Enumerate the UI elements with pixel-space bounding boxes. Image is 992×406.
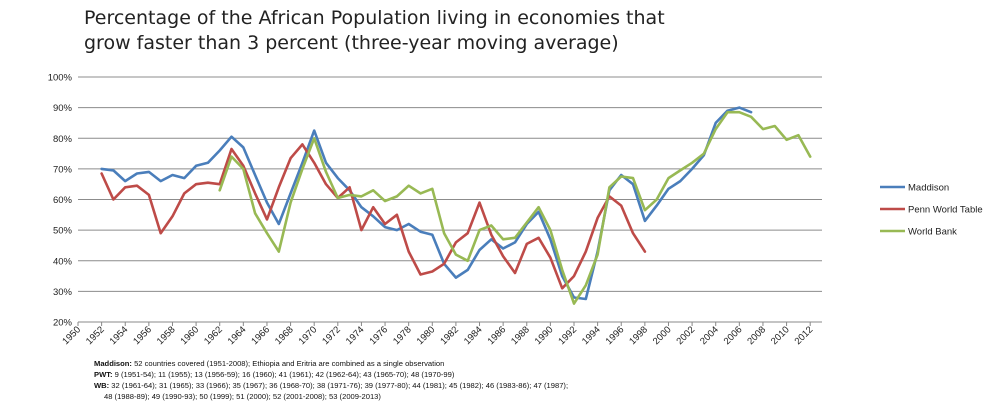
x-tick-label: 1992 [556,324,579,347]
series-line-world-bank [218,110,812,305]
x-tick-label: 1996 [604,324,627,347]
series-line-maddison [100,106,753,301]
y-tick-label: 50% [53,226,73,237]
series-lines [100,106,812,305]
x-tick-label: 1956 [131,324,154,347]
note-maddison: Maddison: 52 countries covered (1951-200… [94,359,445,368]
x-tick-label: 1972 [320,324,343,347]
chart-title-line-2: grow faster than 3 percent (three-year m… [84,32,619,54]
x-tick-label: 2002 [674,324,697,347]
y-tick-label: 100% [48,73,73,84]
note-wb: WB: 32 (1961-64); 31 (1965); 33 (1966); … [94,381,569,390]
y-tick-label: 80% [53,134,73,145]
x-tick-label: 1976 [367,324,390,347]
x-tick-label: 2008 [745,324,768,347]
x-tick-label: 1954 [108,324,131,347]
chart-title-line-1: Percentage of the African Population liv… [84,7,665,29]
x-tick-label: 1986 [486,324,509,347]
gridlines [78,76,822,323]
source-notes: Maddison: 52 countries covered (1951-200… [94,358,568,402]
x-tick-label: 2000 [651,324,674,347]
x-tick-label: 1964 [226,324,249,347]
x-tick-label: 1998 [627,324,650,347]
x-tick-label: 1968 [273,324,296,347]
x-tick-label: 1966 [249,324,272,347]
x-tick-label: 1990 [533,324,556,347]
x-tick-label: 1960 [178,324,201,347]
x-tick-label: 1952 [84,324,107,347]
x-tick-label: 1994 [580,324,603,347]
x-tick-label: 1962 [202,324,225,347]
x-axis: 1950 1952 1954 1956 1958 1960 1962 1964 1966 1968… [60,321,822,347]
y-axis: 20% 30% 40% 50% 60% 70% 80% 90% 100% [48,73,73,329]
x-tick-label: 1970 [297,324,320,347]
series-line-penn-world-table [100,143,647,290]
legend: Maddison Penn World Table World Bank [880,183,983,238]
x-tick-label: 1980 [415,324,438,347]
note-wb-cont: 48 (1988-89); 49 (1990-93); 50 (1999); 5… [104,392,381,401]
x-tick-label: 2012 [793,324,816,347]
x-tick-label: 1978 [391,324,414,347]
y-tick-label: 70% [53,164,73,175]
x-tick-label: 2006 [722,324,745,347]
legend-label: World Bank [908,227,957,238]
x-tick-label: 2010 [769,324,792,347]
x-tick-label: 1958 [155,324,178,347]
x-tick-label: 2004 [698,324,721,347]
legend-label: Penn World Table [908,205,983,216]
x-tick-label: 1988 [509,324,532,347]
x-tick-label: 1982 [438,324,461,347]
x-tick-label: 1984 [462,324,485,347]
note-pwt: PWT: 9 (1951-54); 11 (1955); 13 (1956-59… [94,370,455,379]
y-tick-label: 20% [53,318,73,329]
chart-title: Percentage of the African Population liv… [84,6,704,56]
y-tick-label: 90% [53,103,73,114]
legend-label: Maddison [908,183,949,194]
y-tick-label: 40% [53,256,73,267]
y-tick-label: 30% [53,287,73,298]
y-tick-label: 60% [53,195,73,206]
x-tick-label: 1974 [344,324,367,347]
